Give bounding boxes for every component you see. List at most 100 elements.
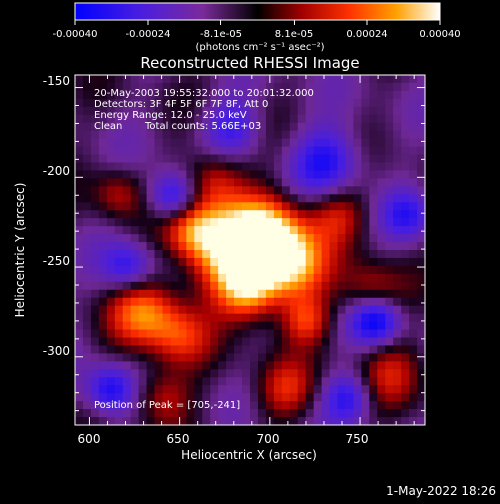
image-pixel xyxy=(289,186,299,195)
image-pixel xyxy=(75,234,84,243)
image-pixel xyxy=(154,154,163,163)
image-pixel xyxy=(75,122,84,132)
image-pixel xyxy=(401,401,410,410)
image-pixel xyxy=(154,106,163,116)
image-pixel xyxy=(377,377,386,386)
image-pixel xyxy=(385,210,394,219)
image-pixel xyxy=(130,106,140,116)
image-pixel xyxy=(138,114,147,124)
image-pixel xyxy=(130,393,140,402)
image-pixel xyxy=(218,265,227,275)
image-pixel xyxy=(242,218,251,227)
image-pixel xyxy=(289,329,299,338)
image-pixel xyxy=(75,417,84,426)
image-pixel xyxy=(393,417,402,426)
image-pixel xyxy=(345,401,354,410)
image-pixel xyxy=(146,289,155,299)
image-pixel xyxy=(409,417,418,426)
image-pixel xyxy=(393,242,402,251)
image-pixel xyxy=(393,297,402,307)
image-pixel xyxy=(210,75,219,84)
image-pixel xyxy=(106,337,116,346)
image-pixel xyxy=(218,409,227,418)
image-pixel xyxy=(138,361,147,370)
image-pixel xyxy=(242,178,251,187)
image-pixel xyxy=(218,202,227,211)
image-pixel xyxy=(75,337,84,346)
image-pixel xyxy=(313,289,322,299)
image-pixel xyxy=(138,170,147,179)
image-pixel xyxy=(385,417,394,426)
image-pixel xyxy=(210,138,219,147)
image-pixel xyxy=(242,210,251,219)
image-pixel xyxy=(98,265,108,275)
image-pixel xyxy=(297,377,307,386)
image-pixel xyxy=(297,154,307,163)
image-pixel xyxy=(345,90,354,100)
image-pixel xyxy=(114,122,124,132)
image-pixel xyxy=(329,329,338,338)
image-pixel xyxy=(218,401,227,410)
image-pixel xyxy=(337,226,346,235)
image-pixel xyxy=(170,401,179,410)
image-pixel xyxy=(297,90,307,100)
image-pixel xyxy=(257,138,267,147)
image-pixel xyxy=(194,82,203,92)
image-pixel xyxy=(162,393,171,402)
image-pixel xyxy=(305,234,315,243)
image-pixel xyxy=(202,361,211,370)
image-pixel xyxy=(226,90,235,100)
image-pixel xyxy=(409,82,418,92)
image-pixel xyxy=(273,337,283,346)
image-pixel xyxy=(75,313,84,322)
image-pixel xyxy=(385,345,394,354)
image-pixel xyxy=(75,114,84,124)
image-pixel xyxy=(82,257,92,267)
total-counts-text: Total counts: 5.66E+03 xyxy=(144,121,261,132)
image-pixel xyxy=(345,114,354,124)
image-pixel xyxy=(369,162,378,171)
image-pixel xyxy=(218,297,227,307)
image-pixel xyxy=(170,210,179,219)
image-pixel xyxy=(273,114,283,124)
colorbar xyxy=(74,2,441,21)
image-pixel xyxy=(401,218,410,227)
image-pixel xyxy=(345,409,354,418)
image-pixel xyxy=(281,122,291,132)
image-pixel xyxy=(345,226,354,235)
image-pixel xyxy=(417,154,426,163)
image-pixel xyxy=(186,75,195,84)
image-pixel xyxy=(353,154,362,163)
image-pixel xyxy=(385,186,394,195)
image-pixel xyxy=(305,90,315,100)
image-pixel xyxy=(210,377,219,386)
image-pixel xyxy=(218,369,227,378)
image-pixel xyxy=(122,337,132,346)
image-pixel xyxy=(82,273,92,283)
image-pixel xyxy=(242,130,251,140)
image-pixel xyxy=(242,90,251,100)
image-pixel xyxy=(313,138,322,147)
image-pixel xyxy=(106,186,116,195)
image-pixel xyxy=(401,250,410,259)
image-pixel xyxy=(194,138,203,147)
image-pixel xyxy=(361,106,370,116)
image-pixel xyxy=(194,210,203,219)
image-pixel xyxy=(130,75,140,84)
image-pixel xyxy=(234,90,243,100)
image-pixel xyxy=(313,281,322,291)
image-pixel xyxy=(417,242,426,251)
image-pixel xyxy=(138,289,147,299)
image-pixel xyxy=(210,234,219,243)
image-pixel xyxy=(265,226,275,235)
image-pixel xyxy=(257,178,267,187)
image-pixel xyxy=(106,281,116,291)
image-pixel xyxy=(313,130,322,140)
image-pixel xyxy=(226,154,235,163)
image-pixel xyxy=(305,146,315,155)
image-pixel xyxy=(265,154,275,163)
x-tick-label: 650 xyxy=(167,432,190,446)
image-pixel xyxy=(281,210,291,219)
image-pixel xyxy=(281,353,291,362)
image-pixel xyxy=(106,242,116,251)
